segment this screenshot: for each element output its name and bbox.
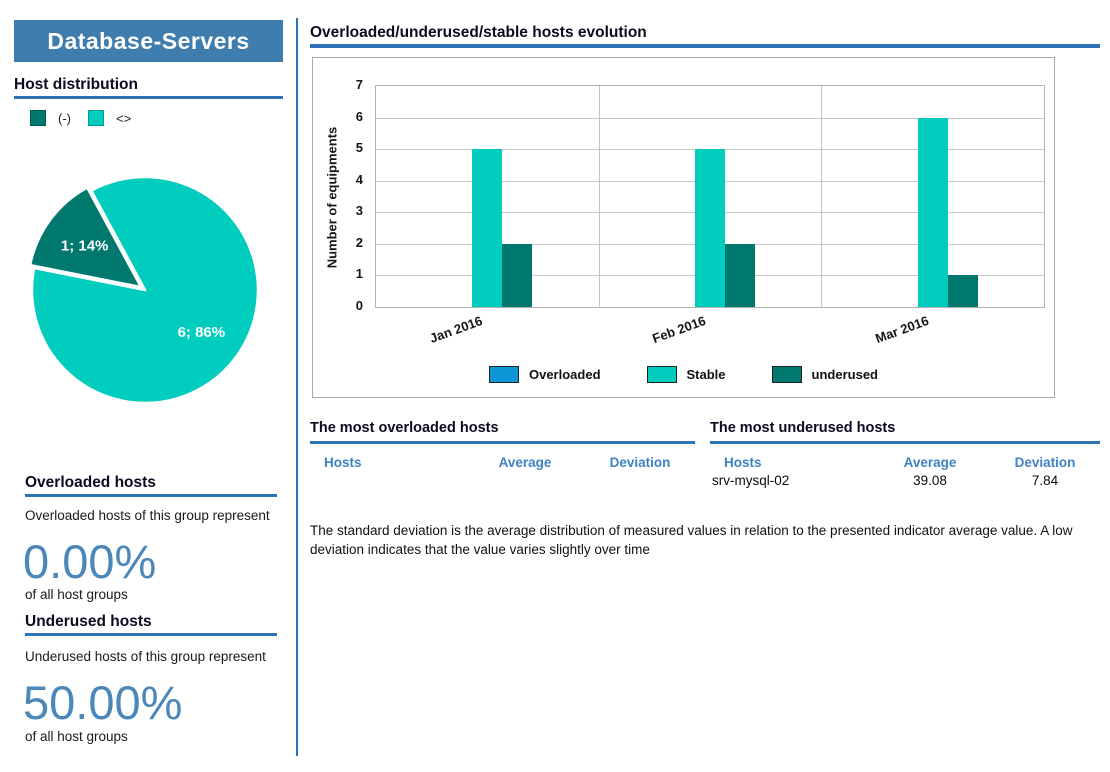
pie-legend-label: <> bbox=[116, 110, 132, 126]
overloaded-hosts-description: Overloaded hosts of this group represent bbox=[25, 508, 270, 523]
pie-legend: (-) <> bbox=[30, 110, 131, 126]
overloaded-table-title: The most overloaded hosts bbox=[310, 420, 499, 436]
y-tick-label: 5 bbox=[355, 140, 363, 156]
x-tick-label: Feb 2016 bbox=[650, 312, 708, 347]
bar-legend-label: Stable bbox=[686, 367, 726, 382]
gridline bbox=[598, 86, 600, 307]
pie-slice-stable bbox=[30, 175, 260, 405]
underused-hosts-table: The most underused hosts Hosts Average D… bbox=[710, 420, 1100, 488]
column-header-hosts: Hosts bbox=[324, 455, 362, 470]
table-row: srv-mysql-02 39.08 7.84 bbox=[710, 473, 1100, 488]
overloaded-hosts-heading: Overloaded hosts bbox=[25, 474, 156, 491]
overloaded-table-header: Hosts Average Deviation bbox=[310, 455, 695, 470]
pie-legend-label: (-) bbox=[58, 110, 71, 126]
bar-stable-jan-2016 bbox=[472, 149, 503, 307]
overloaded-hosts-table: The most overloaded hosts Hosts Average … bbox=[310, 420, 695, 470]
host-distribution-heading: Host distribution bbox=[14, 76, 138, 93]
overloaded-percent-caption: of all host groups bbox=[25, 587, 128, 602]
column-header-deviation: Deviation bbox=[609, 455, 671, 470]
group-title-bar: Database-Servers bbox=[14, 20, 283, 62]
underused-swatch-icon bbox=[771, 366, 802, 383]
underused-hosts-heading: Underused hosts bbox=[25, 613, 152, 630]
evolution-chart-heading: Overloaded/underused/stable hosts evolut… bbox=[310, 24, 647, 41]
gridline bbox=[821, 86, 823, 307]
y-tick-label: 1 bbox=[355, 266, 363, 282]
group-title: Database-Servers bbox=[47, 27, 250, 54]
y-tick-label: 4 bbox=[355, 171, 363, 187]
overloaded-hosts-rule bbox=[25, 494, 277, 497]
y-tick-label: 0 bbox=[355, 298, 363, 313]
pie-label-underused: 1; 14% bbox=[61, 238, 109, 255]
evolution-chart-rule bbox=[310, 44, 1100, 48]
bar-underused-jan-2016 bbox=[502, 243, 533, 307]
underused-swatch-icon bbox=[30, 110, 46, 126]
y-tick-label: 6 bbox=[355, 108, 363, 124]
bar-legend-item-stable: Stable bbox=[646, 366, 726, 383]
bar-legend-label: Overloaded bbox=[528, 367, 601, 382]
column-header-average: Average bbox=[903, 455, 957, 470]
overloaded-percent-value: 0.00% bbox=[23, 535, 157, 588]
host-distribution-rule bbox=[14, 96, 283, 99]
underused-hosts-description: Underused hosts of this group represent bbox=[25, 649, 266, 664]
pie-slice-underused bbox=[28, 186, 143, 289]
overloaded-swatch-icon bbox=[488, 366, 519, 383]
stable-swatch-icon bbox=[88, 110, 104, 126]
bar-chart-legend: Overloaded Stable underused bbox=[313, 366, 1054, 383]
deviation-footnote: The standard deviation is the average di… bbox=[310, 523, 1073, 557]
bar-legend-label: underused bbox=[811, 367, 878, 382]
pie-legend-item-underused: (-) bbox=[30, 110, 71, 126]
y-tick-label: 3 bbox=[355, 203, 363, 219]
underused-table-title: The most underused hosts bbox=[710, 420, 896, 436]
pie-label-stable: 6; 86% bbox=[178, 324, 226, 341]
table-cell: 7.84 bbox=[1031, 473, 1059, 488]
gridline bbox=[376, 117, 1044, 119]
underused-percent-caption: of all host groups bbox=[25, 729, 128, 744]
bar-legend-item-underused: underused bbox=[771, 366, 878, 383]
y-tick-label: 7 bbox=[355, 77, 363, 92]
y-tick-label: 2 bbox=[355, 234, 363, 250]
underused-hosts-rule bbox=[25, 633, 277, 636]
bar-stable-feb-2016 bbox=[695, 149, 725, 307]
bar-legend-item-overloaded: Overloaded bbox=[488, 366, 601, 383]
table-cell: 39.08 bbox=[913, 473, 947, 488]
x-tick-label: Mar 2016 bbox=[872, 312, 931, 347]
column-header-hosts: Hosts bbox=[724, 455, 762, 470]
bar-underused-feb-2016 bbox=[725, 243, 755, 307]
overloaded-table-rule bbox=[310, 441, 695, 444]
table-cell: srv-mysql-02 bbox=[712, 473, 790, 488]
x-tick-label: Jan 2016 bbox=[427, 313, 485, 346]
panel-divider bbox=[296, 18, 298, 756]
pie-legend-item-stable: <> bbox=[88, 110, 131, 126]
underused-table-header: Hosts Average Deviation bbox=[710, 455, 1100, 470]
column-header-deviation: Deviation bbox=[1014, 455, 1076, 470]
stable-swatch-icon bbox=[646, 366, 677, 383]
underused-table-rule bbox=[710, 441, 1100, 444]
host-distribution-pie-chart: 1; 14% 6; 86% bbox=[28, 175, 260, 405]
column-header-average: Average bbox=[498, 455, 552, 470]
bar-underused-mar-2016 bbox=[947, 275, 978, 307]
bar-stable-mar-2016 bbox=[917, 117, 948, 307]
underused-table-rows: srv-mysql-02 39.08 7.84 bbox=[710, 473, 1100, 488]
plot-area bbox=[375, 85, 1045, 308]
underused-percent-value: 50.00% bbox=[23, 676, 183, 729]
